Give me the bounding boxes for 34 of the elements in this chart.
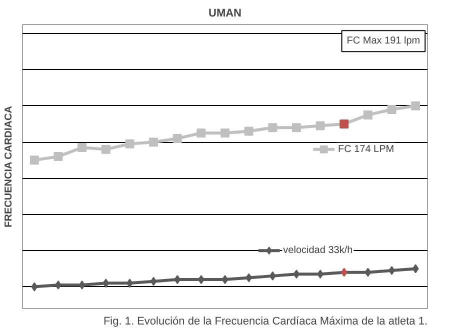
chart-title: UMAN xyxy=(208,8,242,20)
point xyxy=(222,275,228,284)
point xyxy=(102,278,110,288)
point xyxy=(174,275,181,284)
point xyxy=(31,282,38,292)
point xyxy=(268,123,278,132)
point xyxy=(78,280,86,290)
legend-label: FC 174 LPM xyxy=(338,144,394,155)
point xyxy=(412,264,419,274)
legend-label: velocidad 33k/h xyxy=(283,245,353,256)
point xyxy=(316,121,325,130)
point xyxy=(149,138,158,147)
point xyxy=(244,126,254,136)
point xyxy=(340,119,349,128)
point xyxy=(292,123,301,132)
point xyxy=(364,268,372,277)
point xyxy=(363,110,372,120)
point xyxy=(196,128,206,138)
point xyxy=(150,276,157,286)
caption: Fig. 1. Evolución de la Frecuencia Cardíaca Máxima de la atleta 1. xyxy=(103,316,428,328)
point xyxy=(54,152,63,162)
point xyxy=(269,271,276,280)
point xyxy=(125,139,134,148)
text: FC Max 191 lpm xyxy=(346,36,420,47)
y-axis-title: FRECUENCIA CARDIACA xyxy=(4,106,14,228)
point xyxy=(293,270,300,279)
point xyxy=(411,101,420,110)
point xyxy=(101,144,110,154)
point xyxy=(172,134,182,143)
point xyxy=(30,156,39,165)
point xyxy=(340,268,348,277)
point xyxy=(220,128,230,138)
point xyxy=(387,105,396,114)
point xyxy=(78,143,87,152)
